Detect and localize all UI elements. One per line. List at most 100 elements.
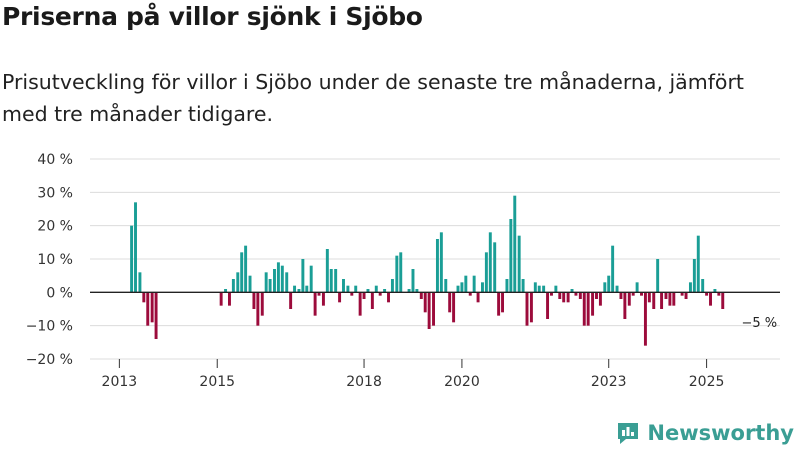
bar-negative: [627, 292, 631, 306]
bar-negative: [358, 292, 362, 316]
bar-negative: [362, 292, 366, 299]
bar-negative: [721, 292, 725, 309]
bar-negative: [427, 292, 431, 329]
bar-negative: [146, 292, 150, 326]
bar-positive: [236, 272, 240, 293]
bar-negative: [550, 292, 553, 296]
x-tick-label: 2023: [591, 374, 627, 390]
bar-positive: [407, 289, 411, 293]
bar-negative: [289, 292, 293, 309]
bar-positive: [688, 282, 692, 293]
bar-negative: [640, 292, 643, 296]
x-tick-label: 2018: [346, 374, 382, 390]
bar-positive: [435, 239, 439, 293]
bar-negative: [598, 292, 602, 306]
bar-positive: [635, 282, 639, 293]
bar-positive: [481, 282, 484, 293]
chart-title: Priserna på villor sjönk i Sjöbo: [2, 2, 423, 31]
bar-negative: [497, 292, 501, 316]
y-tick-label: −20 %: [26, 352, 73, 368]
y-tick-label: −10 %: [26, 319, 73, 335]
bar-positive: [713, 289, 717, 293]
bar-positive: [374, 285, 378, 293]
bar-negative: [476, 292, 480, 303]
bar-positive: [603, 282, 607, 293]
bar-positive: [701, 279, 705, 293]
bar-positive: [460, 282, 464, 293]
bar-negative: [501, 292, 504, 313]
x-tick-label: 2020: [444, 374, 480, 390]
bar-positive: [411, 269, 415, 293]
bar-negative: [142, 292, 146, 303]
bar-negative: [370, 292, 374, 309]
bar-positive: [130, 225, 134, 293]
bars: [130, 195, 725, 346]
bar-negative: [664, 292, 668, 299]
bar-negative: [419, 292, 423, 299]
bar-negative: [317, 292, 321, 296]
bar-positive: [533, 282, 537, 293]
bar-negative: [562, 292, 566, 303]
bar-negative: [705, 292, 709, 296]
bar-negative: [643, 292, 647, 346]
bar-positive: [264, 272, 268, 293]
bar-positive: [444, 279, 448, 293]
bar-positive: [244, 245, 248, 293]
bar-positive: [329, 269, 333, 293]
bar-positive: [240, 252, 244, 293]
bar-negative: [709, 292, 712, 306]
bar-negative: [350, 292, 354, 296]
bar-positive: [280, 265, 284, 293]
bar-negative: [452, 292, 456, 323]
bar-negative: [260, 292, 264, 316]
bar-positive: [293, 285, 297, 293]
bar-positive: [305, 285, 309, 293]
bar-positive: [342, 279, 345, 293]
bar-negative: [378, 292, 382, 296]
bar-negative: [586, 292, 590, 326]
bar-negative: [468, 292, 472, 296]
bar-negative: [321, 292, 325, 306]
brand-name: Newsworthy: [647, 421, 794, 445]
bar-negative: [582, 292, 586, 326]
chart-subtitle: Prisutveckling för villor i Sjöbo under …: [2, 70, 744, 126]
bar-positive: [415, 289, 419, 293]
bar-positive: [542, 285, 546, 293]
bar-negative: [652, 292, 656, 309]
bar-positive: [301, 259, 305, 293]
bar-positive: [696, 235, 700, 293]
bar-negative: [647, 292, 651, 303]
bar-positive: [656, 259, 660, 293]
bar-positive: [354, 285, 358, 293]
bar-positive: [537, 285, 541, 293]
bar-negative: [668, 292, 672, 306]
bar-positive: [285, 272, 289, 293]
y-tick-label: 20 %: [37, 219, 73, 235]
bar-positive: [554, 285, 558, 293]
bar-negative: [558, 292, 562, 299]
bar-positive: [439, 232, 443, 293]
bar-positive: [231, 279, 235, 293]
bar-negative: [546, 292, 550, 319]
bar-positive: [513, 195, 517, 293]
bar-negative: [717, 292, 721, 296]
bar-positive: [517, 235, 521, 293]
bar-negative: [623, 292, 627, 319]
bar-positive: [273, 269, 276, 293]
bar-negative: [219, 292, 223, 306]
bar-positive: [276, 262, 280, 293]
bar-positive: [488, 232, 492, 293]
bar-negative: [529, 292, 533, 323]
bar-positive: [505, 279, 509, 293]
bar-positive: [334, 269, 338, 293]
bar-negative: [387, 292, 390, 303]
bar-negative: [595, 292, 598, 299]
bar-positive: [134, 202, 137, 293]
axes: 40 % 30 % 20 % 10 % 0 % −10 % −20 % 2013 2015 201…: [26, 152, 780, 390]
bar-negative: [423, 292, 427, 313]
bar-negative: [619, 292, 623, 299]
bar-negative: [432, 292, 435, 326]
bar-negative: [660, 292, 664, 309]
bar-negative: [256, 292, 260, 326]
bar-positive: [570, 289, 574, 293]
